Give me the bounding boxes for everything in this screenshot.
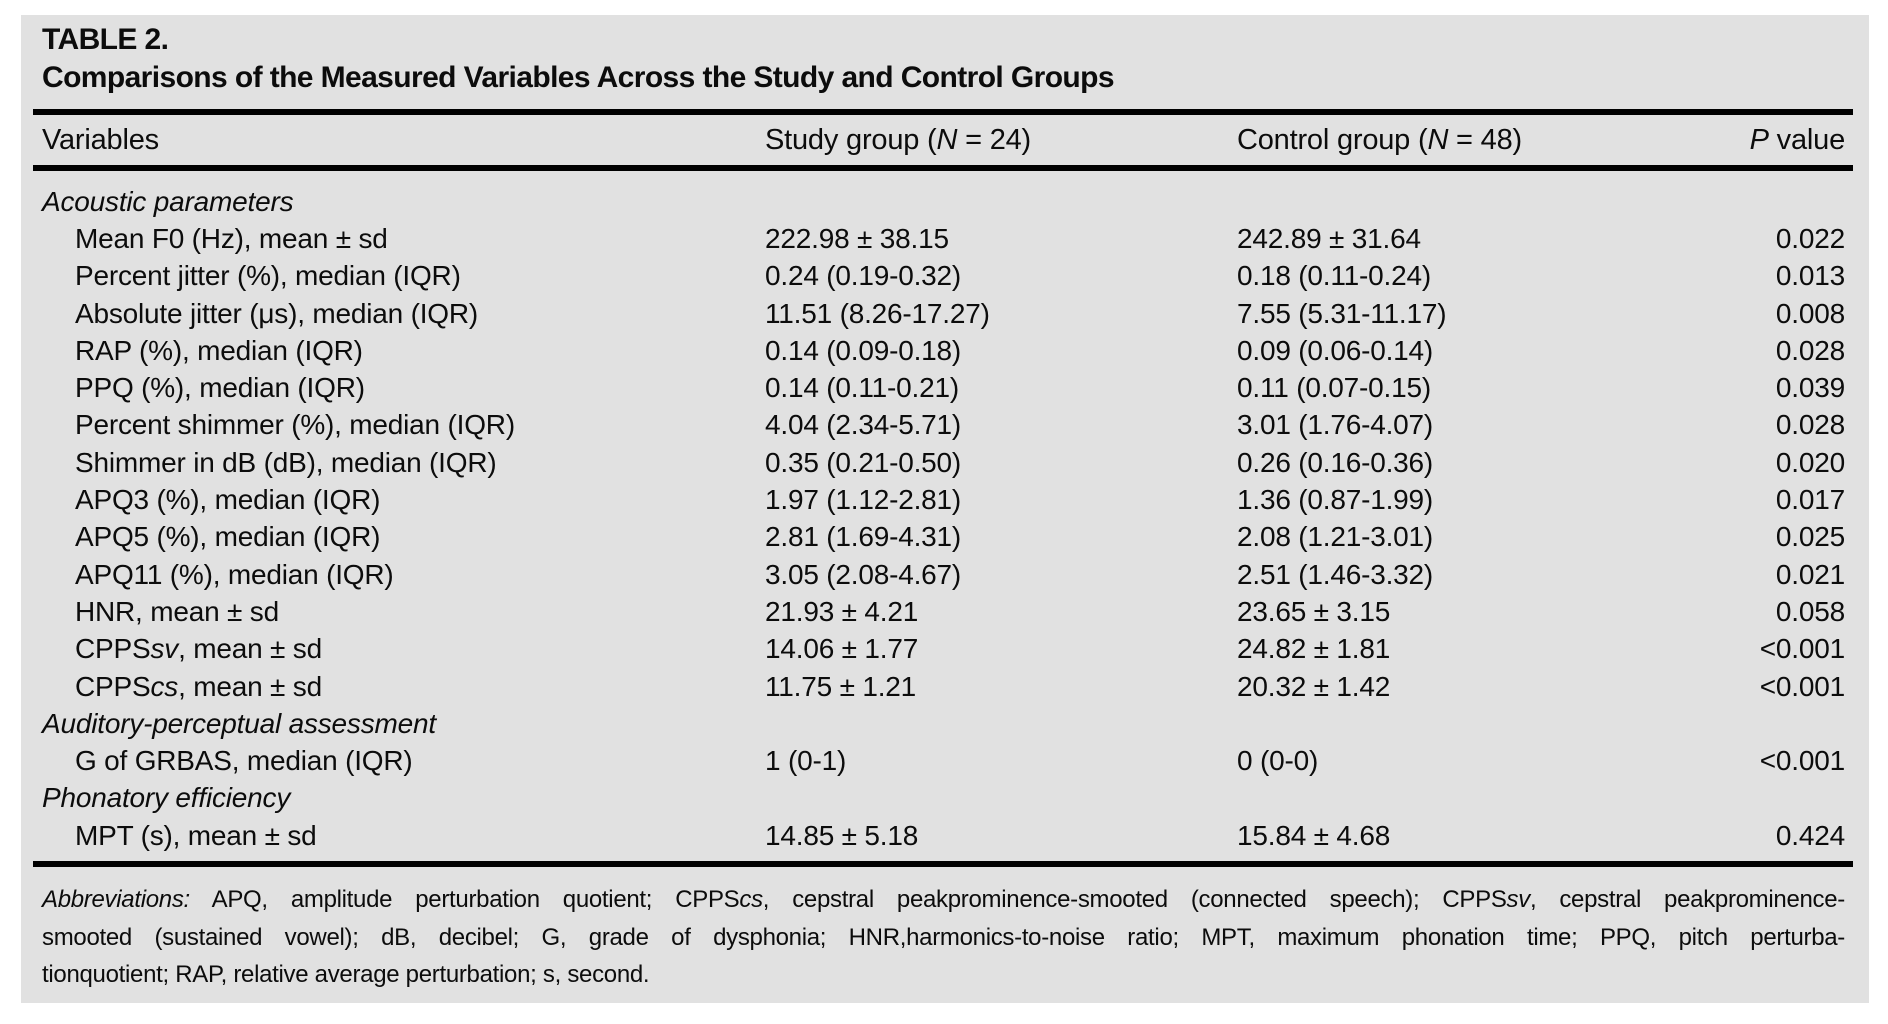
table-row: Shimmer in dB (dB), median (IQR) 0.35 (0.… bbox=[42, 444, 1845, 481]
table-row: Mean F0 (Hz), mean ± sd 222.98 ± 38.15 242… bbox=[42, 220, 1845, 257]
row-label: CPPScs, mean ± sd bbox=[75, 670, 322, 702]
row-label: G of GRBAS, median (IQR) bbox=[75, 745, 413, 777]
p-value: 0.025 bbox=[1775, 521, 1845, 553]
table-row: Absolute jitter (μs), median (IQR) 11.51 … bbox=[42, 295, 1845, 332]
table-row: MPT (s), mean ± sd 14.85 ± 5.18 15.84 ± 4.… bbox=[42, 817, 1845, 854]
control-group-value: 20.32 ± 1.42 bbox=[1237, 670, 1391, 702]
study-group-value: 0.14 (0.11-0.21) bbox=[765, 372, 959, 404]
p-value: 0.039 bbox=[1775, 372, 1845, 404]
section-row: Phonatory efficiency bbox=[42, 780, 1845, 817]
table-row: PPQ (%), median (IQR) 0.14 (0.11-0.21) 0.1… bbox=[42, 369, 1845, 406]
table-row: CPPSsv, mean ± sd 14.06 ± 1.77 24.82 ± 1.8… bbox=[42, 631, 1845, 668]
study-group-value: 1 (0-1) bbox=[765, 745, 847, 777]
footnote-line: Abbreviations: APQ, amplitude perturbati… bbox=[42, 886, 1845, 914]
row-label: APQ11 (%), median (IQR) bbox=[75, 558, 394, 590]
control-group-value: 24.82 ± 1.81 bbox=[1237, 633, 1391, 665]
p-value: <0.001 bbox=[1759, 670, 1845, 702]
control-group-value: 23.65 ± 3.15 bbox=[1237, 595, 1391, 627]
study-group-value: 11.75 ± 1.21 bbox=[765, 670, 917, 702]
column-header-study-group: Study group (N = 24) bbox=[765, 123, 1032, 156]
control-group-value: 15.84 ± 4.68 bbox=[1237, 819, 1391, 851]
p-value: 0.013 bbox=[1775, 260, 1845, 292]
table-header-row: Variables Study group (N = 24) Control gro… bbox=[42, 115, 1845, 165]
row-label: Percent shimmer (%), median (IQR) bbox=[75, 409, 515, 441]
table-row: APQ11 (%), median (IQR) 3.05 (2.08-4.67) 2… bbox=[42, 556, 1845, 593]
row-label: Mean F0 (Hz), mean ± sd bbox=[75, 222, 388, 254]
footnote-line: smooted (sustained vowel); dB, decibel; … bbox=[42, 923, 1845, 951]
section-row: Acoustic parameters bbox=[42, 183, 1845, 220]
table-row: HNR, mean ± sd 21.93 ± 4.21 23.65 ± 3.15 0.… bbox=[42, 593, 1845, 630]
footnote-line: tionquotient; RAP, relative average pert… bbox=[42, 961, 650, 989]
column-header-p-value: P value bbox=[1749, 123, 1846, 156]
p-value: 0.028 bbox=[1775, 409, 1845, 441]
row-label: APQ3 (%), median (IQR) bbox=[75, 484, 381, 516]
table-label: TABLE 2. bbox=[42, 23, 169, 56]
column-header-control-group: Control group (N = 48) bbox=[1237, 123, 1522, 156]
rule-bottom bbox=[33, 861, 1853, 868]
rule-top bbox=[33, 109, 1853, 115]
row-label: CPPSsv, mean ± sd bbox=[75, 633, 322, 665]
study-group-value: 2.81 (1.69-4.31) bbox=[765, 521, 962, 553]
row-label: PPQ (%), median (IQR) bbox=[75, 372, 365, 404]
study-group-value: 0.24 (0.19-0.32) bbox=[765, 260, 962, 292]
control-group-value: 1.36 (0.87-1.99) bbox=[1237, 484, 1434, 516]
control-group-value: 0.11 (0.07-0.15) bbox=[1237, 372, 1431, 404]
table-2-figure: TABLE 2. Comparisons of the Measured Var… bbox=[21, 15, 1869, 1003]
table-row: Percent shimmer (%), median (IQR) 4.04 (2… bbox=[42, 407, 1845, 444]
table-row: Percent jitter (%), median (IQR) 0.24 (0.… bbox=[42, 258, 1845, 295]
row-label: MPT (s), mean ± sd bbox=[75, 819, 317, 851]
study-group-value: 3.05 (2.08-4.67) bbox=[765, 558, 962, 590]
column-header-variables: Variables bbox=[42, 123, 159, 156]
study-group-value: 11.51 (8.26-17.27) bbox=[765, 297, 990, 329]
table-row: CPPScs, mean ± sd 11.75 ± 1.21 20.32 ± 1.4… bbox=[42, 668, 1845, 705]
control-group-value: 2.08 (1.21-3.01) bbox=[1237, 521, 1434, 553]
study-group-value: 21.93 ± 4.21 bbox=[765, 595, 919, 627]
p-value: 0.424 bbox=[1775, 819, 1845, 851]
p-value: 0.058 bbox=[1775, 595, 1845, 627]
row-label: HNR, mean ± sd bbox=[75, 595, 279, 627]
p-value: 0.022 bbox=[1775, 222, 1845, 254]
row-label: APQ5 (%), median (IQR) bbox=[75, 521, 381, 553]
control-group-value: 0.09 (0.06-0.14) bbox=[1237, 334, 1434, 366]
row-label: Shimmer in dB (dB), median (IQR) bbox=[75, 446, 497, 478]
table-row: APQ5 (%), median (IQR) 2.81 (1.69-4.31) 2.… bbox=[42, 519, 1845, 556]
control-group-value: 0 (0-0) bbox=[1237, 745, 1319, 777]
control-group-value: 7.55 (5.31-11.17) bbox=[1237, 297, 1447, 329]
study-group-value: 0.35 (0.21-0.50) bbox=[765, 446, 962, 478]
table-body: Acoustic parameters Mean F0 (Hz), mean ± … bbox=[42, 171, 1845, 854]
study-group-value: 14.06 ± 1.77 bbox=[765, 633, 919, 665]
table-title: Comparisons of the Measured Variables Ac… bbox=[42, 61, 1115, 94]
table-row: APQ3 (%), median (IQR) 1.97 (1.12-2.81) 1.… bbox=[42, 481, 1845, 518]
p-value: 0.021 bbox=[1775, 558, 1845, 590]
p-value: 0.017 bbox=[1775, 484, 1845, 516]
control-group-value: 3.01 (1.76-4.07) bbox=[1237, 409, 1434, 441]
study-group-value: 0.14 (0.09-0.18) bbox=[765, 334, 962, 366]
study-group-value: 4.04 (2.34-5.71) bbox=[765, 409, 962, 441]
table-row: G of GRBAS, median (IQR) 1 (0-1) 0 (0-0) <0… bbox=[42, 742, 1845, 779]
section-header: Phonatory efficiency bbox=[42, 782, 291, 814]
p-value: <0.001 bbox=[1759, 745, 1845, 777]
control-group-value: 2.51 (1.46-3.32) bbox=[1237, 558, 1434, 590]
section-row: Auditory-perceptual assessment bbox=[42, 705, 1845, 742]
table-title-block: TABLE 2. Comparisons of the Measured Var… bbox=[21, 15, 1869, 97]
table-row: RAP (%), median (IQR) 0.14 (0.09-0.18) 0.0… bbox=[42, 332, 1845, 369]
p-value: <0.001 bbox=[1759, 633, 1845, 665]
study-group-value: 14.85 ± 5.18 bbox=[765, 819, 919, 851]
control-group-value: 242.89 ± 31.64 bbox=[1237, 222, 1421, 254]
section-header: Acoustic parameters bbox=[42, 185, 294, 217]
p-value: 0.028 bbox=[1775, 334, 1845, 366]
p-value: 0.020 bbox=[1775, 446, 1845, 478]
p-value: 0.008 bbox=[1775, 297, 1845, 329]
rule-under-header bbox=[33, 165, 1853, 171]
control-group-value: 0.18 (0.11-0.24) bbox=[1237, 260, 1431, 292]
row-label: RAP (%), median (IQR) bbox=[75, 334, 363, 366]
row-label: Percent jitter (%), median (IQR) bbox=[75, 260, 461, 292]
row-label: Absolute jitter (μs), median (IQR) bbox=[75, 297, 479, 329]
study-group-value: 222.98 ± 38.15 bbox=[765, 222, 949, 254]
table-footnote: Abbreviations: APQ, amplitude perturbati… bbox=[42, 867, 1845, 994]
section-header: Auditory-perceptual assessment bbox=[42, 707, 436, 739]
study-group-value: 1.97 (1.12-2.81) bbox=[765, 484, 962, 516]
control-group-value: 0.26 (0.16-0.36) bbox=[1237, 446, 1434, 478]
